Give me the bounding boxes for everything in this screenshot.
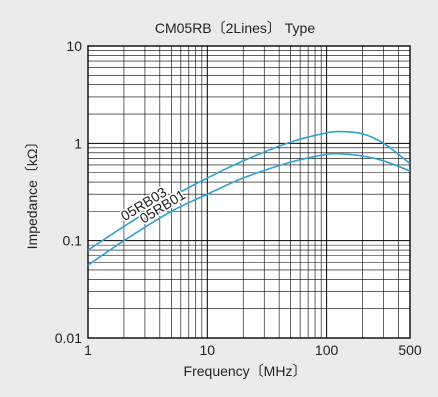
x-tick-label: 100 xyxy=(315,342,339,358)
plot-background xyxy=(87,45,411,339)
y-axis-label: Impedance〔kΩ〕 xyxy=(24,135,40,250)
y-tick-label: 0.01 xyxy=(55,330,82,346)
series-line-05rb03 xyxy=(87,130,411,251)
plot-frame xyxy=(87,45,411,339)
series-line-05rb01 xyxy=(87,152,411,266)
chart-title: CM05RB〔2Lines〕 Type xyxy=(155,20,316,36)
y-tick-label: 0.1 xyxy=(63,233,83,249)
y-tick-label: 1 xyxy=(74,135,82,151)
x-axis-label: Frequency〔MHz〕 xyxy=(184,363,307,379)
x-tick-label: 1 xyxy=(84,342,92,358)
x-tick-label: 10 xyxy=(200,342,216,358)
x-tick-label: 500 xyxy=(398,342,422,358)
y-tick-label: 10 xyxy=(66,38,82,54)
